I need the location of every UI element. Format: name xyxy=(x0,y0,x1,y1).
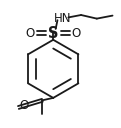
Text: HN: HN xyxy=(54,12,72,25)
Text: O: O xyxy=(72,27,81,40)
Text: S: S xyxy=(48,26,58,41)
Text: O: O xyxy=(20,99,29,112)
Text: O: O xyxy=(26,27,35,40)
